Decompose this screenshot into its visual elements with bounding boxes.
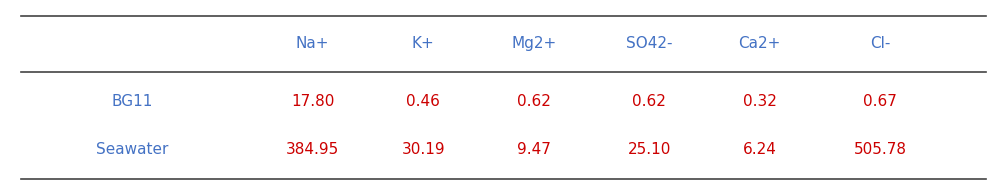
Text: SO42-: SO42-: [626, 36, 673, 51]
Text: Mg2+: Mg2+: [511, 36, 556, 51]
Text: K+: K+: [412, 36, 435, 51]
Text: 0.67: 0.67: [863, 94, 897, 109]
Text: 25.10: 25.10: [627, 142, 671, 157]
Text: Ca2+: Ca2+: [738, 36, 780, 51]
Text: Na+: Na+: [296, 36, 329, 51]
Text: Seawater: Seawater: [96, 142, 168, 157]
Text: 384.95: 384.95: [286, 142, 339, 157]
Text: BG11: BG11: [111, 94, 153, 109]
Text: 30.19: 30.19: [402, 142, 445, 157]
Text: 0.32: 0.32: [742, 94, 776, 109]
Text: 505.78: 505.78: [854, 142, 906, 157]
Text: 0.46: 0.46: [406, 94, 440, 109]
Text: 0.62: 0.62: [517, 94, 551, 109]
Text: 0.62: 0.62: [632, 94, 666, 109]
Text: 17.80: 17.80: [291, 94, 334, 109]
Text: Cl-: Cl-: [870, 36, 890, 51]
Text: 6.24: 6.24: [742, 142, 776, 157]
Text: 9.47: 9.47: [517, 142, 551, 157]
